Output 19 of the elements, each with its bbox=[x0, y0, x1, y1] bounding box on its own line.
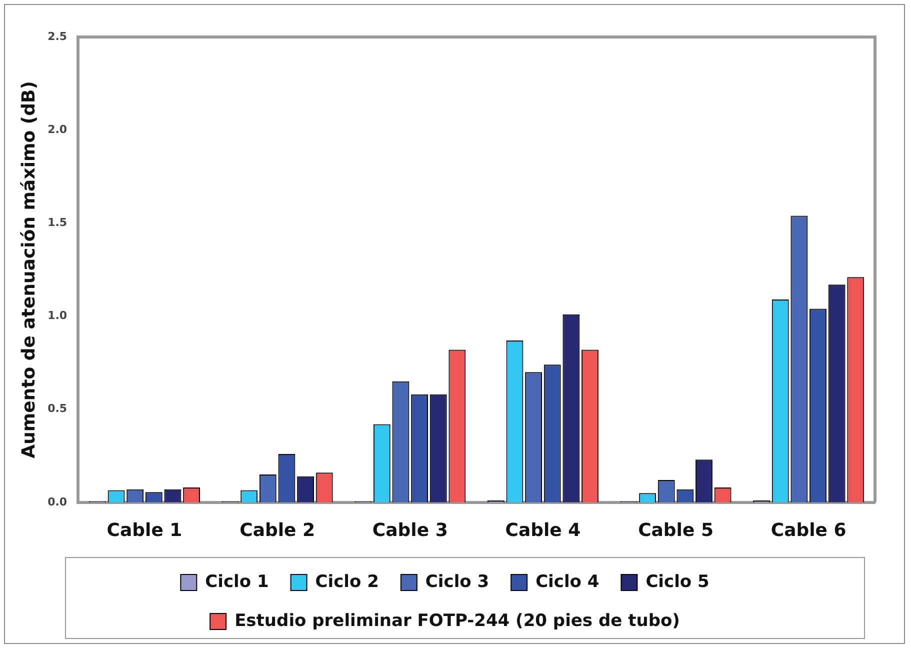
x-tick-label: Cable 3 bbox=[372, 520, 448, 541]
x-tick-label: Cable 6 bbox=[770, 520, 846, 541]
legend-label: Ciclo 3 bbox=[425, 572, 490, 592]
x-tick-label: Cable 1 bbox=[106, 520, 182, 541]
x-tick-label: Cable 2 bbox=[240, 520, 316, 541]
y-axis-title: Aumento de atenuación máximo (dB) bbox=[18, 81, 40, 458]
legend-label: Ciclo 1 bbox=[205, 572, 269, 592]
legend-label: Estudio preliminar FOTP-244 (20 pies de tubo) bbox=[234, 610, 680, 631]
legend-label: Ciclo 5 bbox=[646, 572, 710, 592]
x-tick-label: Cable 5 bbox=[638, 520, 714, 541]
legend-label: Ciclo 4 bbox=[536, 572, 600, 592]
y-tick-label: 2.0 bbox=[48, 122, 68, 136]
x-tick-label: Cable 4 bbox=[505, 520, 581, 541]
y-tick-label: 2.5 bbox=[48, 30, 68, 43]
y-tick-label: 1.0 bbox=[48, 309, 68, 322]
legend-label: Ciclo 2 bbox=[315, 572, 379, 592]
y-tick-label: 0.5 bbox=[48, 402, 68, 416]
y-tick-label: 0.0 bbox=[48, 495, 68, 508]
y-tick-label: 1.5 bbox=[48, 216, 68, 230]
